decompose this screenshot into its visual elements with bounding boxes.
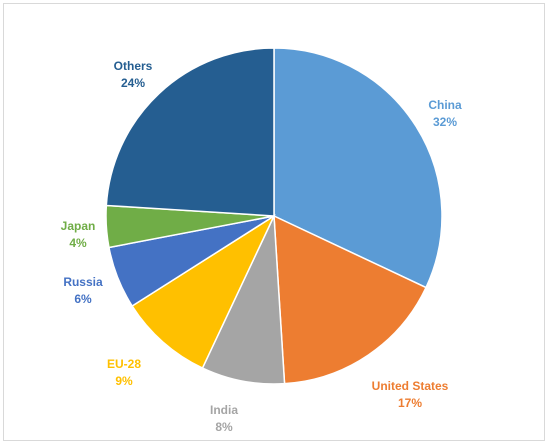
data-label-value: 24% — [121, 76, 145, 90]
data-label-value: 4% — [69, 236, 87, 250]
pie-slice-others — [105, 47, 275, 217]
data-label-eu-28: EU-28 9% — [107, 357, 141, 388]
pie-slices — [105, 47, 443, 385]
data-label-value: 9% — [115, 374, 133, 388]
pie-slice-eu-28 — [131, 213, 276, 370]
data-label-category: India — [210, 403, 238, 417]
data-label-category: China — [428, 98, 462, 112]
data-label-value: 32% — [433, 115, 457, 129]
data-label-value: 17% — [398, 396, 422, 410]
pie-labels: China 32% United States 17% India 8% EU-28 9% Ru… — [61, 59, 462, 434]
data-label-japan: Japan 4% — [61, 219, 96, 250]
pie-slice-china — [273, 47, 443, 289]
data-label-china: China 32% — [428, 98, 462, 129]
data-label-category: United States — [372, 379, 449, 393]
data-label-category: Japan — [61, 219, 96, 233]
data-label-category: Russia — [63, 275, 103, 289]
data-label-india: India 8% — [210, 403, 238, 434]
data-label-category: Others — [114, 59, 153, 73]
data-label-category: EU-28 — [107, 357, 141, 371]
data-label-value: 8% — [215, 420, 233, 434]
data-label-value: 6% — [74, 292, 92, 306]
data-label-others: Others 24% — [114, 59, 153, 90]
pie-slice-united-states — [273, 214, 428, 385]
data-label-united-states: United States 17% — [372, 379, 449, 410]
data-label-russia: Russia 6% — [63, 275, 103, 306]
